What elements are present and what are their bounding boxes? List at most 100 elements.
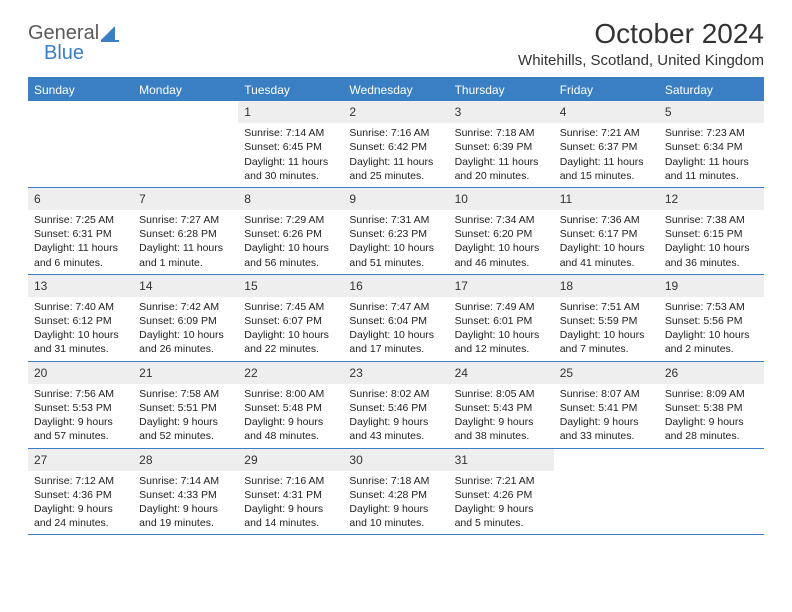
calendar-cell: 19Sunrise: 7:53 AMSunset: 5:56 PMDayligh… [659, 275, 764, 361]
sunrise-text: Sunrise: 7:12 AM [34, 474, 127, 488]
calendar-cell: 17Sunrise: 7:49 AMSunset: 6:01 PMDayligh… [449, 275, 554, 361]
day-body: Sunrise: 8:00 AMSunset: 5:48 PMDaylight:… [238, 384, 343, 448]
day-body: Sunrise: 7:42 AMSunset: 6:09 PMDaylight:… [133, 297, 238, 361]
day-number: 2 [343, 101, 448, 123]
day-body: Sunrise: 7:27 AMSunset: 6:28 PMDaylight:… [133, 210, 238, 274]
day-number: 16 [343, 275, 448, 297]
day-body: Sunrise: 7:38 AMSunset: 6:15 PMDaylight:… [659, 210, 764, 274]
calendar-week: 27Sunrise: 7:12 AMSunset: 4:36 PMDayligh… [28, 449, 764, 536]
calendar-cell: 3Sunrise: 7:18 AMSunset: 6:39 PMDaylight… [449, 101, 554, 187]
sunset-text: Sunset: 4:36 PM [34, 488, 127, 502]
calendar-week: 6Sunrise: 7:25 AMSunset: 6:31 PMDaylight… [28, 188, 764, 275]
sunset-text: Sunset: 6:39 PM [455, 140, 548, 154]
calendar-cell: 8Sunrise: 7:29 AMSunset: 6:26 PMDaylight… [238, 188, 343, 274]
day-body: Sunrise: 8:07 AMSunset: 5:41 PMDaylight:… [554, 384, 659, 448]
day-number: 8 [238, 188, 343, 210]
calendar-cell: 1Sunrise: 7:14 AMSunset: 6:45 PMDaylight… [238, 101, 343, 187]
daylight-text: Daylight: 10 hours and 31 minutes. [34, 328, 127, 356]
sunrise-text: Sunrise: 7:58 AM [139, 387, 232, 401]
daylight-text: Daylight: 11 hours and 15 minutes. [560, 155, 653, 183]
day-body: Sunrise: 7:56 AMSunset: 5:53 PMDaylight:… [28, 384, 133, 448]
sunset-text: Sunset: 5:38 PM [665, 401, 758, 415]
sunrise-text: Sunrise: 7:27 AM [139, 213, 232, 227]
sunrise-text: Sunrise: 8:05 AM [455, 387, 548, 401]
calendar-cell: 6Sunrise: 7:25 AMSunset: 6:31 PMDaylight… [28, 188, 133, 274]
daylight-text: Daylight: 10 hours and 51 minutes. [349, 241, 442, 269]
calendar-cell: 12Sunrise: 7:38 AMSunset: 6:15 PMDayligh… [659, 188, 764, 274]
sunset-text: Sunset: 5:43 PM [455, 401, 548, 415]
calendar-cell: 2Sunrise: 7:16 AMSunset: 6:42 PMDaylight… [343, 101, 448, 187]
day-body: Sunrise: 7:45 AMSunset: 6:07 PMDaylight:… [238, 297, 343, 361]
day-number: 27 [28, 449, 133, 471]
sunrise-text: Sunrise: 8:02 AM [349, 387, 442, 401]
day-number: 6 [28, 188, 133, 210]
sunrise-text: Sunrise: 7:14 AM [244, 126, 337, 140]
daylight-text: Daylight: 11 hours and 25 minutes. [349, 155, 442, 183]
day-number: 13 [28, 275, 133, 297]
calendar-cell: 29Sunrise: 7:16 AMSunset: 4:31 PMDayligh… [238, 449, 343, 535]
calendar-week: 20Sunrise: 7:56 AMSunset: 5:53 PMDayligh… [28, 362, 764, 449]
day-header-thursday: Thursday [449, 79, 554, 101]
daylight-text: Daylight: 10 hours and 17 minutes. [349, 328, 442, 356]
weeks-container: 1Sunrise: 7:14 AMSunset: 6:45 PMDaylight… [28, 101, 764, 535]
calendar-cell: 5Sunrise: 7:23 AMSunset: 6:34 PMDaylight… [659, 101, 764, 187]
daylight-text: Daylight: 9 hours and 57 minutes. [34, 415, 127, 443]
day-number: 19 [659, 275, 764, 297]
day-body: Sunrise: 7:12 AMSunset: 4:36 PMDaylight:… [28, 471, 133, 535]
day-number: 26 [659, 362, 764, 384]
daylight-text: Daylight: 10 hours and 56 minutes. [244, 241, 337, 269]
day-body: Sunrise: 7:16 AMSunset: 6:42 PMDaylight:… [343, 123, 448, 187]
day-header-friday: Friday [554, 79, 659, 101]
calendar-cell: 18Sunrise: 7:51 AMSunset: 5:59 PMDayligh… [554, 275, 659, 361]
day-body: Sunrise: 7:49 AMSunset: 6:01 PMDaylight:… [449, 297, 554, 361]
sunset-text: Sunset: 5:56 PM [665, 314, 758, 328]
day-number: 20 [28, 362, 133, 384]
sunrise-text: Sunrise: 7:42 AM [139, 300, 232, 314]
day-number: 24 [449, 362, 554, 384]
sunrise-text: Sunrise: 7:56 AM [34, 387, 127, 401]
day-body: Sunrise: 7:14 AMSunset: 4:33 PMDaylight:… [133, 471, 238, 535]
sunset-text: Sunset: 6:09 PM [139, 314, 232, 328]
daylight-text: Daylight: 10 hours and 12 minutes. [455, 328, 548, 356]
title-block: October 2024 Whitehills, Scotland, Unite… [518, 18, 764, 69]
sunrise-text: Sunrise: 7:16 AM [244, 474, 337, 488]
sunset-text: Sunset: 6:12 PM [34, 314, 127, 328]
day-body: Sunrise: 7:16 AMSunset: 4:31 PMDaylight:… [238, 471, 343, 535]
calendar-cell: 25Sunrise: 8:07 AMSunset: 5:41 PMDayligh… [554, 362, 659, 448]
day-header-monday: Monday [133, 79, 238, 101]
location: Whitehills, Scotland, United Kingdom [518, 52, 764, 69]
day-body: Sunrise: 7:40 AMSunset: 6:12 PMDaylight:… [28, 297, 133, 361]
day-body: Sunrise: 7:21 AMSunset: 4:26 PMDaylight:… [449, 471, 554, 535]
calendar: Sunday Monday Tuesday Wednesday Thursday… [28, 77, 764, 535]
day-header-row: Sunday Monday Tuesday Wednesday Thursday… [28, 79, 764, 101]
calendar-cell: 14Sunrise: 7:42 AMSunset: 6:09 PMDayligh… [133, 275, 238, 361]
day-body: Sunrise: 7:47 AMSunset: 6:04 PMDaylight:… [343, 297, 448, 361]
calendar-cell: 11Sunrise: 7:36 AMSunset: 6:17 PMDayligh… [554, 188, 659, 274]
day-number: 11 [554, 188, 659, 210]
day-number: 9 [343, 188, 448, 210]
sunrise-text: Sunrise: 7:18 AM [349, 474, 442, 488]
sunrise-text: Sunrise: 7:23 AM [665, 126, 758, 140]
sunset-text: Sunset: 6:37 PM [560, 140, 653, 154]
day-number: 3 [449, 101, 554, 123]
daylight-text: Daylight: 11 hours and 30 minutes. [244, 155, 337, 183]
day-number: 28 [133, 449, 238, 471]
day-body: Sunrise: 7:29 AMSunset: 6:26 PMDaylight:… [238, 210, 343, 274]
daylight-text: Daylight: 10 hours and 26 minutes. [139, 328, 232, 356]
logo: General [28, 18, 119, 45]
daylight-text: Daylight: 9 hours and 19 minutes. [139, 502, 232, 530]
day-number: 30 [343, 449, 448, 471]
sunset-text: Sunset: 4:26 PM [455, 488, 548, 502]
day-body: Sunrise: 7:34 AMSunset: 6:20 PMDaylight:… [449, 210, 554, 274]
day-number: 4 [554, 101, 659, 123]
sunrise-text: Sunrise: 7:25 AM [34, 213, 127, 227]
sunset-text: Sunset: 5:41 PM [560, 401, 653, 415]
day-header-saturday: Saturday [659, 79, 764, 101]
day-body: Sunrise: 7:53 AMSunset: 5:56 PMDaylight:… [659, 297, 764, 361]
daylight-text: Daylight: 9 hours and 14 minutes. [244, 502, 337, 530]
daylight-text: Daylight: 10 hours and 36 minutes. [665, 241, 758, 269]
calendar-cell: 22Sunrise: 8:00 AMSunset: 5:48 PMDayligh… [238, 362, 343, 448]
sunrise-text: Sunrise: 8:07 AM [560, 387, 653, 401]
calendar-cell: 21Sunrise: 7:58 AMSunset: 5:51 PMDayligh… [133, 362, 238, 448]
day-number: 10 [449, 188, 554, 210]
